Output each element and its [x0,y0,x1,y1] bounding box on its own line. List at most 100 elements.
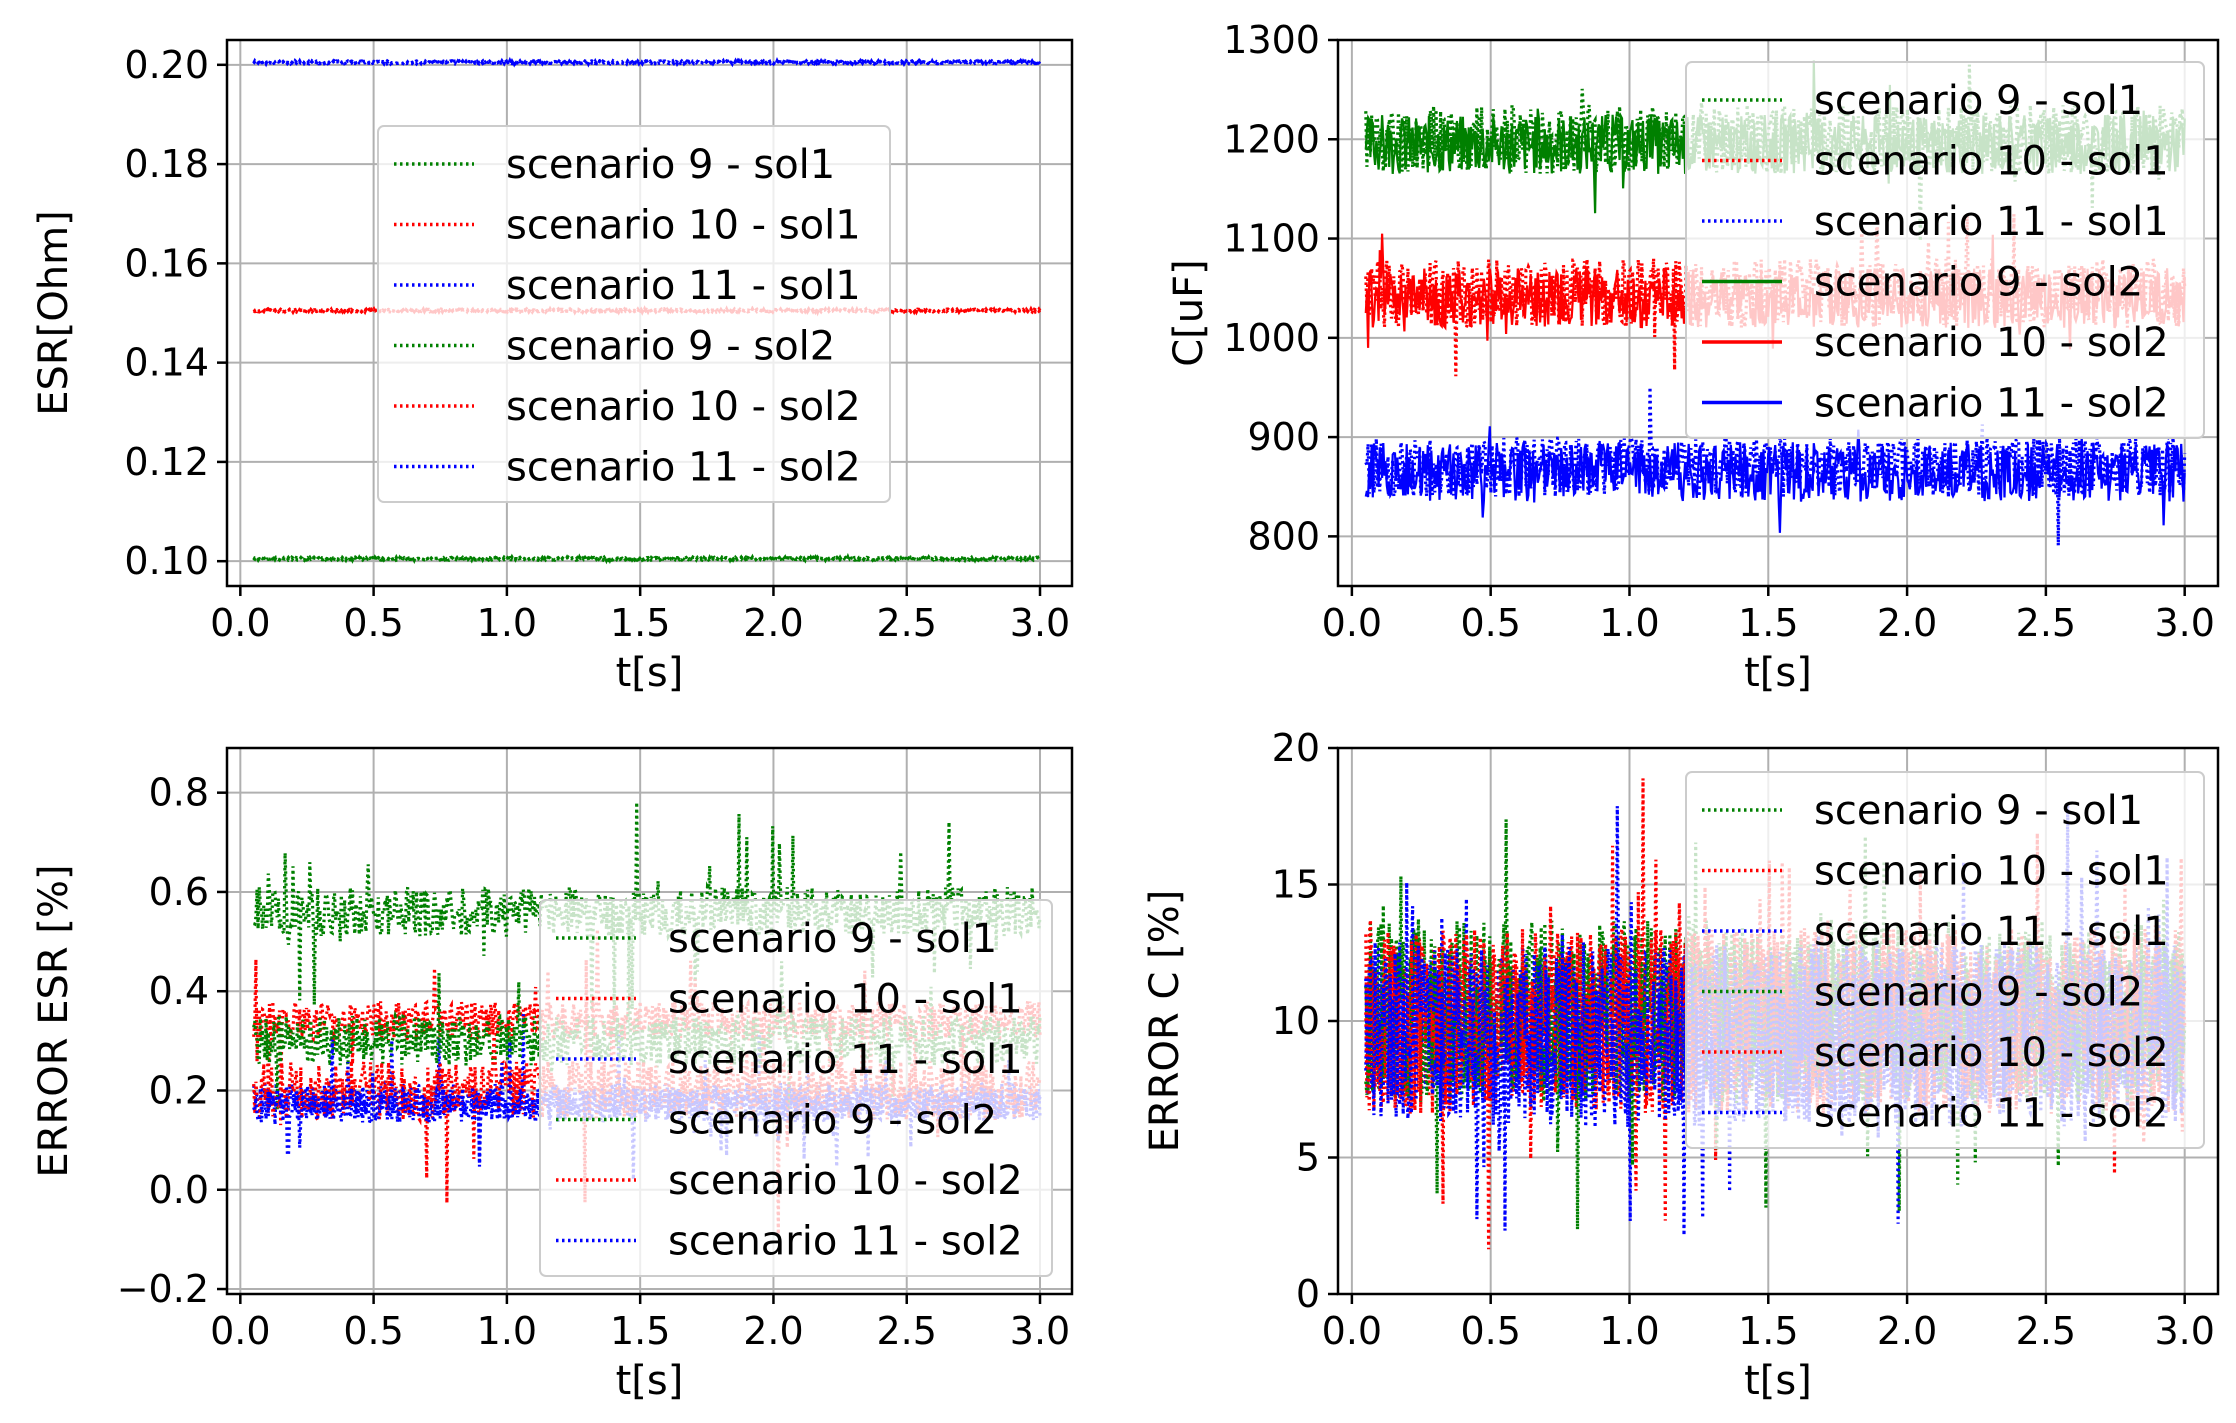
x-tick-label: 1.0 [1599,601,1659,645]
panel-err_esr: 0.0 0.5 1.0 1.5 2.0 2.5 3.0−0.20.00.20.40.60.8… [31,746,1074,1404]
x-tick-label: 0.5 [1460,1309,1520,1353]
x-axis-label: t[s] [1744,650,1812,696]
x-tick-label: 0.5 [343,1309,403,1353]
y-tick-label: 0.0 [149,1168,209,1212]
y-tick-label: 1300 [1223,18,1320,62]
y-tick-label: 0.14 [124,341,209,385]
y-tick-label: 15 [1272,863,1320,907]
legend-label: scenario 10 - sol2 [1814,320,2169,366]
series-line-4 [252,552,1041,565]
legend-label: scenario 10 - sol2 [668,1158,1023,1204]
axes-frame [1336,38,2220,588]
x-tick-label: 3.0 [1010,1309,1070,1353]
x-tick-label: 2.5 [877,1309,937,1353]
x-tick-label: 1.5 [1738,1309,1798,1353]
legend-label: scenario 11 - sol1 [506,263,861,309]
series-line-3 [252,1014,1042,1167]
x-tick-label: 2.5 [2016,1309,2076,1353]
y-tick-label: 0 [1296,1272,1320,1316]
legend: scenario 9 - sol1 scenario 10 - sol1 scena… [539,899,1053,1277]
legend-label: scenario 11 - sol2 [1814,1091,2169,1137]
y-tick-label: 0.10 [124,539,209,583]
x-tick-label: 1.5 [610,601,670,645]
y-tick-label: 0.20 [124,43,209,87]
x-tick-label: 2.0 [1877,601,1937,645]
y-tick-label: 1200 [1223,117,1320,161]
series-line-6 [252,56,1042,68]
legend-label: scenario 9 - sol1 [1814,78,2143,124]
y-tick-label: 0.4 [149,969,209,1013]
y-tick-label: 10 [1272,999,1320,1043]
legend-label: scenario 11 - sol1 [1814,909,2169,955]
x-tick-label: 2.0 [1877,1309,1937,1353]
x-tick-label: 0.5 [343,601,403,645]
x-tick-label: 1.0 [477,1309,537,1353]
axes-frame [225,38,1074,588]
y-tick-label: 800 [1247,514,1320,558]
y-tick-label: 0.2 [149,1068,209,1112]
panel-esr: 0.0 0.5 1.0 1.5 2.0 2.5 3.0 0.10 0.12 0.14 0.16 0.1… [31,38,1074,696]
legend-label: scenario 9 - sol1 [668,916,997,962]
x-tick-label: 1.5 [610,1309,670,1353]
panel-cap: 0.0 0.5 1.0 1.5 2.0 2.5 3.0 800 900 1000 1100 1200 1… [1166,18,2220,696]
x-tick-label: 0.0 [1322,601,1382,645]
legend-label: scenario 9 - sol1 [1814,788,2143,834]
y-tick-label: 900 [1247,415,1320,459]
legend-label: scenario 9 - sol2 [668,1098,997,1144]
panel-err_c: 0.0 0.5 1.0 1.5 2.0 2.5 3.0 0 5 10 15 20 t[s] ERROR C… [1142,726,2220,1404]
legend-box [1685,771,2205,1149]
legend-label: scenario 10 - sol2 [1814,1030,2169,1076]
legend: scenario 9 - sol1 scenario 10 - sol1 scena… [1685,61,2205,439]
y-tick-label: 5 [1296,1136,1320,1180]
x-tick-label: 0.5 [1460,601,1520,645]
legend-label: scenario 10 - sol1 [1814,849,2169,895]
x-tick-label: 3.0 [2154,601,2214,645]
legend-label: scenario 9 - sol2 [506,324,835,370]
legend: scenario 9 - sol1 scenario 10 - sol1 scena… [1685,771,2205,1149]
x-axis-label: t[s] [1744,1358,1812,1404]
legend-label: scenario 11 - sol1 [1814,199,2169,245]
x-tick-label: 2.0 [743,1309,803,1353]
x-tick-label: 0.0 [210,601,270,645]
x-axis-label: t[s] [616,1358,684,1404]
legend-label: scenario 10 - sol1 [668,977,1023,1023]
y-axis-label: ERROR ESR [%] [31,864,77,1177]
x-tick-label: 3.0 [1010,601,1070,645]
y-tick-label: 0.16 [124,241,209,285]
legend-label: scenario 9 - sol1 [506,142,835,188]
y-axis-label: ERROR C [%] [1142,890,1188,1153]
y-tick-label: 0.6 [149,870,209,914]
legend-label: scenario 10 - sol1 [1814,139,2169,185]
legend-box [539,899,1053,1277]
legend-label: scenario 11 - sol2 [506,445,861,491]
legend: scenario 9 - sol1 scenario 10 - sol1 scena… [377,125,891,503]
series-line-6 [1364,426,2186,533]
y-tick-label: 0.18 [124,142,209,186]
series-line-2 [1364,214,2187,377]
legend-label: scenario 9 - sol2 [1814,260,2143,306]
axes-frame [225,746,1074,1296]
legend-label: scenario 11 - sol2 [1814,381,2169,427]
y-tick-label: 1000 [1223,316,1320,360]
x-tick-label: 2.0 [743,601,803,645]
series-line-3 [252,57,1042,68]
x-tick-label: 1.0 [477,601,537,645]
y-tick-label: −0.2 [117,1267,209,1311]
legend-box [1685,61,2205,439]
legend-label: scenario 10 - sol2 [506,384,861,430]
legend-label: scenario 11 - sol2 [668,1219,1023,1265]
x-tick-label: 0.0 [1322,1309,1382,1353]
x-tick-label: 2.5 [877,601,937,645]
x-tick-label: 1.0 [1599,1309,1659,1353]
x-tick-label: 1.5 [1738,601,1798,645]
series-line-1 [252,553,1041,564]
y-tick-label: 20 [1272,726,1320,770]
legend-label: scenario 9 - sol2 [1814,970,2143,1016]
x-tick-label: 3.0 [2154,1309,2214,1353]
legend-label: scenario 11 - sol1 [668,1037,1023,1083]
y-axis-label: C[uF] [1166,259,1212,367]
y-tick-label: 0.12 [124,440,209,484]
x-tick-label: 0.0 [210,1309,270,1353]
y-tick-label: 1100 [1223,217,1320,261]
